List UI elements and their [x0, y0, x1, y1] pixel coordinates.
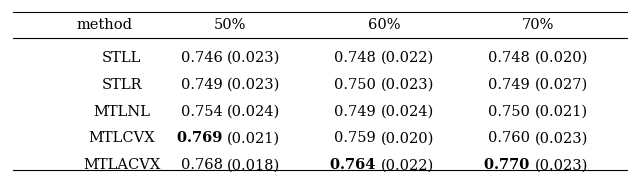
- Text: 0.759: 0.759: [335, 131, 381, 145]
- Text: (0.021): (0.021): [534, 105, 588, 119]
- Text: (0.022): (0.022): [381, 51, 434, 65]
- Text: (0.021): (0.021): [227, 131, 280, 145]
- Text: 0.749: 0.749: [335, 105, 381, 119]
- Text: (0.018): (0.018): [227, 158, 280, 172]
- Text: STLR: STLR: [101, 78, 142, 92]
- Text: 0.770: 0.770: [484, 158, 534, 172]
- Text: 0.748: 0.748: [334, 51, 381, 65]
- Text: MTLNL: MTLNL: [93, 105, 150, 119]
- Text: 70%: 70%: [522, 18, 554, 32]
- Text: 0.746: 0.746: [180, 51, 227, 65]
- Text: MTLACVX: MTLACVX: [83, 158, 160, 172]
- Text: (0.023): (0.023): [381, 78, 434, 92]
- Text: method: method: [77, 18, 133, 32]
- Text: 0.754: 0.754: [181, 105, 227, 119]
- Text: (0.023): (0.023): [534, 131, 588, 145]
- Text: 0.764: 0.764: [330, 158, 381, 172]
- Text: (0.020): (0.020): [534, 51, 588, 65]
- Text: (0.023): (0.023): [534, 158, 588, 172]
- Text: 0.749: 0.749: [181, 78, 227, 92]
- Text: 50%: 50%: [214, 18, 246, 32]
- Text: (0.024): (0.024): [227, 105, 280, 119]
- Text: STLL: STLL: [102, 51, 141, 65]
- Text: 0.768: 0.768: [180, 158, 227, 172]
- Text: (0.020): (0.020): [381, 131, 434, 145]
- Text: 60%: 60%: [368, 18, 400, 32]
- Text: MTLCVX: MTLCVX: [88, 131, 155, 145]
- Text: (0.027): (0.027): [534, 78, 588, 92]
- Text: (0.022): (0.022): [381, 158, 434, 172]
- Text: 0.750: 0.750: [334, 78, 381, 92]
- Text: (0.024): (0.024): [381, 105, 434, 119]
- Text: 0.749: 0.749: [488, 78, 534, 92]
- Text: 0.760: 0.760: [488, 131, 534, 145]
- Text: 0.748: 0.748: [488, 51, 534, 65]
- Text: 0.750: 0.750: [488, 105, 534, 119]
- Text: 0.769: 0.769: [177, 131, 227, 145]
- Text: (0.023): (0.023): [227, 51, 280, 65]
- Text: (0.023): (0.023): [227, 78, 280, 92]
